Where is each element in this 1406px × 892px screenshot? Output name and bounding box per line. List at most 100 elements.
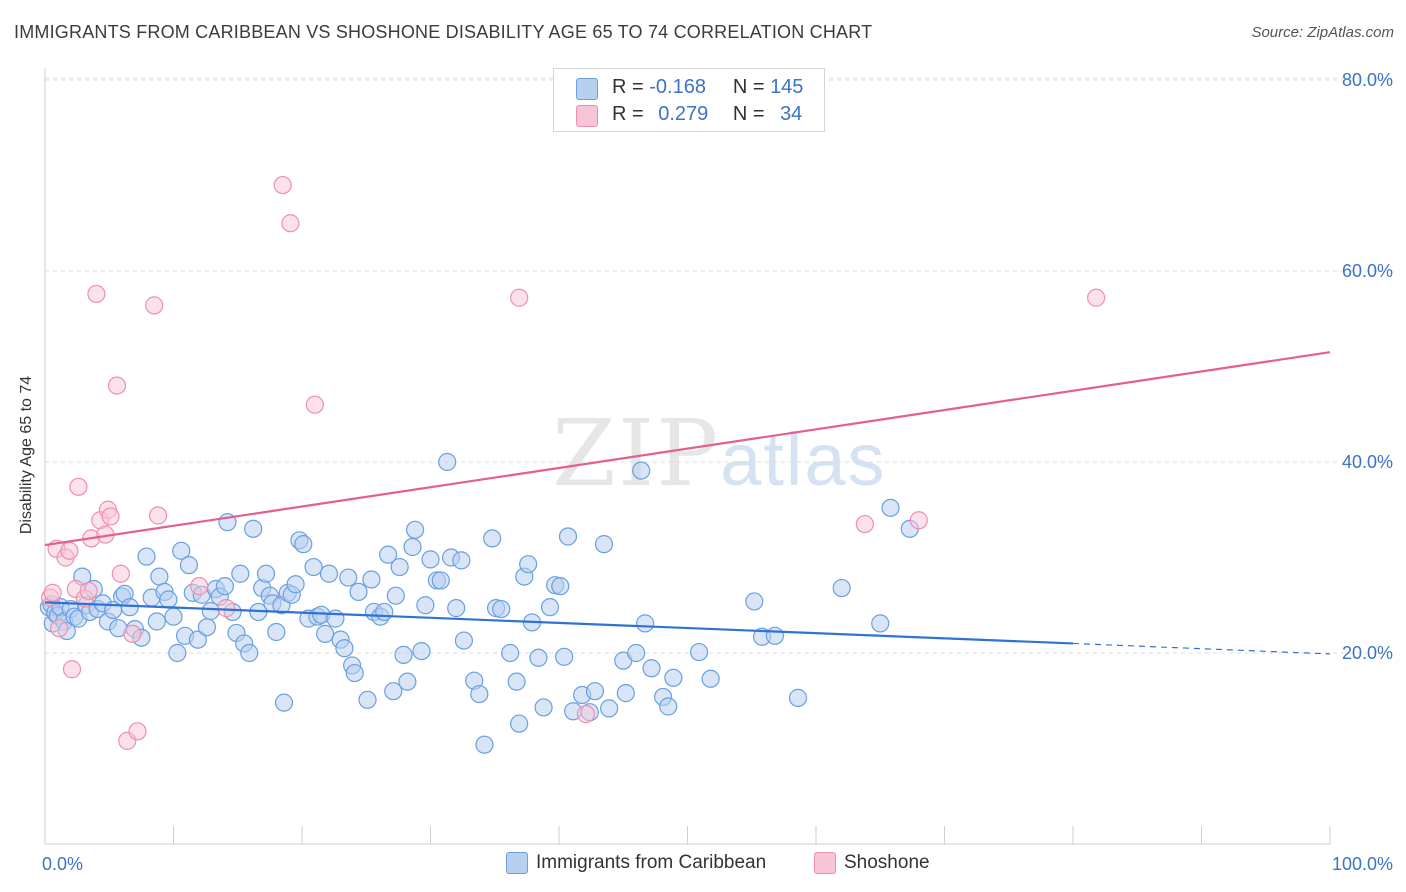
data-point-caribbean: [585, 682, 605, 701]
data-point-caribbean: [470, 684, 489, 704]
bottom-legend-swatch-pink: [814, 852, 836, 874]
data-point-caribbean: [188, 630, 208, 649]
data-point-caribbean: [349, 582, 368, 601]
grid-lines: [45, 77, 1392, 654]
legend-r-label: R =: [612, 76, 644, 98]
chart-title: IMMIGRANTS FROM CARIBBEAN VS SHOSHONE DI…: [14, 22, 873, 42]
x-tick-label-max: 100.0%: [1332, 854, 1393, 874]
data-point-caribbean: [150, 567, 169, 586]
data-point-shoshone: [62, 660, 82, 679]
legend-n-value: 145: [770, 76, 804, 98]
legend-n-label: N =: [732, 103, 765, 125]
data-point-shoshone: [43, 583, 62, 602]
legend-text-caribbean: R = -0.168 N = 145: [612, 76, 803, 99]
data-point-caribbean: [492, 599, 511, 619]
data-point-shoshone: [107, 376, 127, 395]
data-point-shoshone: [145, 296, 164, 315]
data-point-caribbean: [642, 659, 661, 678]
data-point-caribbean: [659, 697, 678, 716]
data-point-shoshone: [273, 175, 292, 195]
data-point-caribbean: [147, 612, 166, 631]
data-point-caribbean: [316, 624, 335, 644]
watermark: ZIPatlas: [552, 400, 886, 507]
data-point-caribbean: [120, 598, 139, 617]
data-point-caribbean: [534, 698, 553, 717]
legend-r-value: -0.168: [649, 76, 706, 98]
bottom-legend-label-caribbean: Immigrants from Caribbean: [536, 852, 767, 873]
data-point-shoshone: [217, 599, 236, 618]
data-point-shoshone: [69, 477, 88, 496]
data-point-shoshone: [1087, 288, 1106, 307]
data-point-caribbean: [594, 535, 614, 554]
data-point-caribbean: [286, 575, 305, 594]
data-point-caribbean: [386, 586, 405, 605]
x-tick-label-min: 0.0%: [42, 854, 83, 874]
data-point-caribbean: [335, 639, 354, 658]
data-point-caribbean: [159, 590, 178, 609]
data-point-caribbean: [540, 598, 560, 617]
data-point-shoshone: [576, 705, 596, 724]
axes: [44, 68, 1331, 845]
series-caribbean-points: [39, 452, 919, 754]
data-point-caribbean: [256, 564, 276, 583]
data-point-caribbean: [412, 641, 431, 661]
data-point-caribbean: [197, 618, 217, 637]
data-point-caribbean: [164, 607, 183, 626]
data-point-shoshone: [123, 624, 142, 644]
data-point-caribbean: [701, 669, 720, 688]
data-point-caribbean: [501, 643, 520, 663]
data-point-caribbean: [510, 714, 529, 733]
trend-line-caribbean: [44, 601, 1074, 645]
data-point-shoshone: [101, 507, 120, 526]
data-point-caribbean: [421, 550, 440, 569]
data-point-caribbean: [274, 693, 294, 712]
data-point-caribbean: [616, 684, 635, 703]
data-point-caribbean: [519, 555, 538, 574]
data-point-caribbean: [384, 682, 403, 701]
data-point-caribbean: [871, 614, 890, 633]
y-tick-label: 80.0%: [1342, 70, 1393, 90]
data-point-caribbean: [137, 547, 156, 566]
legend-r-label: R =: [612, 103, 644, 125]
data-point-caribbean: [362, 570, 381, 589]
data-point-caribbean: [390, 557, 409, 577]
data-point-caribbean: [358, 690, 377, 709]
data-point-caribbean: [438, 452, 457, 472]
bottom-legend-swatch-blue: [506, 852, 528, 874]
data-point-caribbean: [788, 688, 808, 707]
data-point-caribbean: [168, 643, 187, 663]
data-point-caribbean: [240, 643, 259, 663]
data-point-caribbean: [394, 645, 413, 665]
data-point-caribbean: [529, 648, 548, 667]
data-point-caribbean: [626, 643, 646, 663]
data-point-shoshone: [305, 395, 324, 414]
data-point-caribbean: [558, 527, 578, 546]
data-point-caribbean: [632, 461, 651, 480]
bottom-legend-label-shoshone: Shoshone: [844, 852, 930, 873]
data-point-shoshone: [190, 577, 209, 596]
y-tick-label: 60.0%: [1342, 261, 1393, 281]
data-point-shoshone: [281, 214, 300, 233]
legend-n-value: 34: [780, 103, 803, 125]
data-point-shoshone: [60, 541, 79, 560]
data-point-caribbean: [507, 672, 526, 691]
data-point-caribbean: [375, 602, 394, 622]
legend-r-value: 0.279: [658, 103, 709, 125]
data-point-caribbean: [447, 599, 466, 618]
data-point-caribbean: [551, 577, 570, 596]
y-tick-label: 40.0%: [1342, 452, 1393, 472]
data-point-caribbean: [881, 498, 900, 517]
data-point-caribbean: [416, 596, 435, 615]
data-point-caribbean: [635, 614, 655, 633]
series-shoshone-points: [41, 175, 1106, 750]
data-point-caribbean: [244, 519, 263, 538]
source-label: Source: ZipAtlas.com: [1251, 24, 1394, 41]
data-point-shoshone: [909, 511, 928, 530]
data-point-caribbean: [600, 699, 619, 718]
data-point-caribbean: [304, 557, 323, 577]
data-point-caribbean: [294, 535, 313, 554]
data-point-caribbean: [555, 647, 574, 666]
data-point-shoshone: [87, 284, 106, 304]
data-point-shoshone: [50, 619, 69, 638]
data-point-caribbean: [231, 564, 250, 583]
